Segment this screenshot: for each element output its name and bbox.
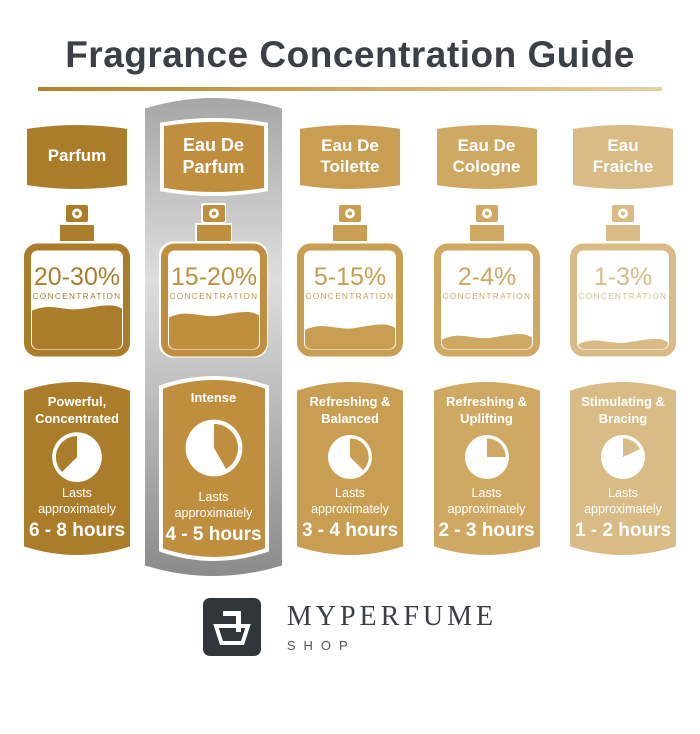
bottle-body <box>433 243 540 357</box>
perfume-bottle-icon: 15-20% CONCENTRATION <box>160 205 267 357</box>
header-tag-label: Eau De Parfum <box>182 134 245 177</box>
bottle-cap-icon <box>469 225 504 241</box>
header-tag-label: Eau De Toilette <box>320 136 380 176</box>
bottle-cap-icon <box>606 225 640 241</box>
header-tag: Eau De Cologne <box>436 124 537 189</box>
clock-icon <box>601 434 645 479</box>
perfume-bottle-icon: 20-30% CONCENTRATION <box>24 205 130 357</box>
scent-character: Stimulating & Bracing <box>581 394 665 426</box>
duration-value: 4 - 5 hours <box>165 524 262 546</box>
liquid-fill <box>32 305 122 349</box>
concentration-label: CONCENTRATION <box>32 292 121 301</box>
column-eau-fraiche: Eau Fraiche 1-3% CONCENTRATION <box>570 98 676 559</box>
concentration-value: 5-15% <box>314 263 386 291</box>
column-parfum: Parfum 20-30% CONCENTRATION <box>24 98 130 559</box>
info-card: Intense Lasts approximately 4 - 5 hours <box>161 378 267 559</box>
lasts-label: Lasts approximately <box>311 486 389 516</box>
bottle-body <box>570 243 676 357</box>
column-eau-de-cologne: Eau De Cologne 2-4% CONCENTRATION <box>433 98 540 559</box>
columns-board: Parfum 20-30% CONCENTRATION <box>0 98 700 576</box>
brand-logo: MYPERFUME SHOP <box>0 598 700 656</box>
liquid-fill <box>578 338 668 349</box>
columns-grid: Parfum 20-30% CONCENTRATION <box>24 98 676 559</box>
title-underline <box>38 87 662 91</box>
concentration-label: CONCENTRATION <box>169 292 258 301</box>
header-tag-label: Parfum <box>47 146 107 166</box>
header-tag-label: Eau Fraiche <box>592 136 654 176</box>
concentration-value: 2-4% <box>457 263 515 291</box>
duration-value: 2 - 3 hours <box>438 520 535 542</box>
concentration-label: CONCENTRATION <box>442 292 531 301</box>
infographic-page: Fragrance Concentration Guide Parfum <box>0 34 700 734</box>
scent-character: Powerful, Concentrated <box>35 394 119 426</box>
lasts-label: Lasts approximately <box>174 489 253 520</box>
clock-icon <box>52 432 102 482</box>
clock-icon <box>328 434 372 479</box>
lasts-label: Lasts approximately <box>38 486 116 516</box>
clock-icon <box>464 434 509 479</box>
concentration-value: 15-20% <box>170 263 256 291</box>
bottle-cap-icon <box>333 225 367 241</box>
concentration-value: 1-3% <box>594 263 652 291</box>
concentration-label: CONCENTRATION <box>305 292 394 301</box>
duration-value: 1 - 2 hours <box>574 520 672 542</box>
column-eau-de-parfum: Eau De Parfum 15-20% CONCENTRATION <box>161 98 267 559</box>
brand-subtitle: SHOP <box>286 638 356 653</box>
duration-value: 6 - 8 hours <box>28 520 126 542</box>
header-tag: Eau De Parfum <box>162 120 266 194</box>
scent-character: Refreshing & Uplifting <box>446 394 527 426</box>
concentration-label: CONCENTRATION <box>578 292 667 301</box>
info-card: Refreshing & Balanced Lasts approximatel… <box>297 382 403 555</box>
clock-icon <box>185 420 242 477</box>
perfume-bottle-icon: 2-4% CONCENTRATION <box>433 205 540 357</box>
lasts-label: Lasts approximately <box>447 486 526 516</box>
header-tag: Eau Fraiche <box>573 124 673 189</box>
duration-value: 3 - 4 hours <box>301 520 399 542</box>
info-card: Powerful, Concentrated Lasts approximate… <box>24 382 130 555</box>
perfume-shop-logo-icon <box>202 598 261 656</box>
liquid-fill <box>305 324 395 349</box>
header-tag-label: Eau De Cologne <box>452 136 521 176</box>
lasts-label: Lasts approximately <box>584 486 662 516</box>
scent-character: Refreshing & Balanced <box>309 394 391 426</box>
concentration-value: 20-30% <box>34 263 120 291</box>
info-card: Stimulating & Bracing Lasts approximatel… <box>570 382 676 555</box>
perfume-bottle-icon: 5-15% CONCENTRATION <box>297 205 403 357</box>
liquid-fill <box>168 312 259 349</box>
brand-name: MYPERFUME <box>286 601 498 632</box>
header-tag: Parfum <box>27 124 127 189</box>
info-card: Refreshing & Uplifting Lasts approximate… <box>433 382 540 555</box>
scent-character: Intense <box>190 390 237 405</box>
liquid-fill <box>441 334 532 349</box>
perfume-bottle-icon: 1-3% CONCENTRATION <box>570 205 676 357</box>
page-title: Fragrance Concentration Guide <box>65 34 635 75</box>
bottle-cap-icon <box>196 225 231 241</box>
bottle-cap-icon <box>60 225 94 241</box>
header-tag: Eau De Toilette <box>300 124 400 189</box>
column-eau-de-toilette: Eau De Toilette 5-15% CONCENTRATION <box>297 98 403 559</box>
